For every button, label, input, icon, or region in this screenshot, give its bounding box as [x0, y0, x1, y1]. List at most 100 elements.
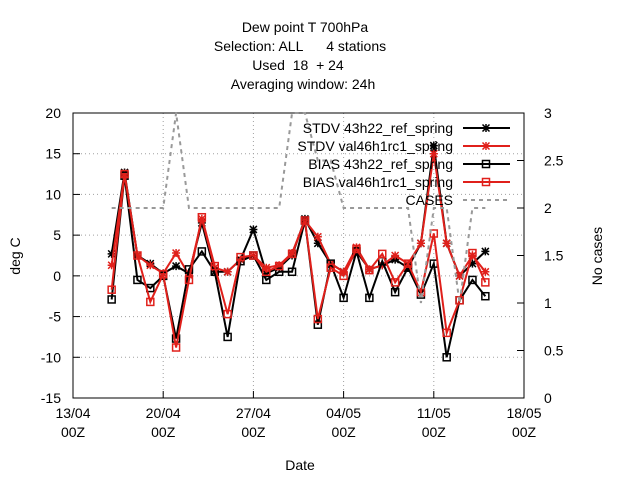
point — [274, 267, 284, 277]
point — [365, 293, 374, 303]
y-tick-label: 5 — [53, 227, 61, 243]
x-tick-label: 13/04 00Z — [55, 405, 90, 440]
point — [326, 263, 335, 272]
point — [378, 249, 387, 259]
point — [158, 269, 168, 279]
point — [481, 291, 490, 301]
legend-label: CASES — [406, 192, 453, 208]
point — [197, 212, 207, 222]
point — [249, 225, 258, 234]
point — [391, 255, 400, 264]
point — [468, 259, 477, 268]
chart-subtitle: Used 18 + 24 — [252, 57, 344, 73]
y2-tick-label: 2.5 — [544, 153, 564, 169]
point — [107, 261, 116, 270]
point — [133, 275, 142, 285]
chart-subtitle: Averaging window: 24h — [231, 76, 376, 92]
series-line — [110, 173, 487, 348]
point — [339, 293, 348, 303]
point — [391, 251, 400, 260]
point — [313, 239, 322, 248]
point — [481, 267, 490, 276]
point — [429, 229, 439, 238]
y2-axis-label: No cases — [589, 227, 605, 285]
point — [442, 353, 451, 362]
y-tick-label: 0 — [53, 268, 61, 284]
point — [429, 149, 438, 158]
legend-label: BIAS 43h22_ref_spring — [308, 156, 453, 172]
legend-marker — [481, 177, 491, 187]
y-tick-label: -15 — [41, 390, 61, 406]
y-tick-label: 15 — [45, 146, 61, 162]
y2-tick-label: 0 — [544, 390, 552, 406]
point — [172, 249, 181, 258]
point — [339, 271, 348, 281]
point — [262, 275, 271, 285]
x-tick-label: 04/05 00Z — [326, 405, 361, 440]
point — [313, 232, 322, 241]
y2-tick-label: 2 — [544, 200, 552, 216]
y2-tick-label: 1.5 — [544, 248, 564, 264]
y-tick-label: 20 — [45, 105, 61, 121]
point — [197, 247, 207, 256]
point — [390, 278, 400, 287]
point — [171, 343, 181, 352]
point — [287, 267, 297, 277]
y-axis-label: deg C — [7, 237, 23, 274]
y-tick-label: 10 — [45, 186, 61, 202]
point — [274, 261, 284, 271]
legend-label: STDV val46h1rc1_spring — [297, 138, 453, 154]
point — [107, 285, 116, 294]
chart-subtitle: Selection: ALL 4 stations — [214, 38, 386, 54]
point — [262, 269, 271, 278]
point — [236, 252, 245, 262]
legend-marker — [481, 159, 491, 169]
y-tick-label: -5 — [49, 309, 62, 325]
point — [403, 259, 413, 268]
point — [249, 251, 258, 260]
point — [468, 275, 477, 285]
series-line — [111, 112, 486, 304]
point — [223, 267, 232, 276]
y2-tick-label: 0.5 — [544, 343, 564, 359]
point — [468, 248, 477, 258]
point — [146, 297, 155, 307]
point — [352, 244, 361, 254]
legend-marker — [481, 123, 491, 133]
y2-tick-label: 3 — [544, 105, 552, 121]
point — [107, 249, 116, 258]
point — [390, 287, 400, 297]
x-axis-label: Date — [285, 457, 315, 473]
point — [184, 265, 194, 274]
chart-title: Dew point T 700hPa — [242, 19, 369, 35]
point — [210, 261, 219, 271]
y-tick-label: -10 — [41, 349, 61, 365]
x-tick-label: 11/05 00Z — [417, 405, 451, 440]
x-tick-label: 27/04 00Z — [236, 405, 271, 440]
point — [172, 262, 181, 271]
point — [262, 267, 271, 277]
point — [313, 320, 323, 329]
point — [133, 251, 142, 260]
point — [442, 328, 451, 338]
point — [146, 261, 155, 270]
x-tick-label: 18/05 00Z — [506, 405, 541, 440]
point — [416, 239, 425, 248]
point — [107, 295, 116, 304]
point — [287, 249, 297, 259]
point — [300, 216, 310, 225]
point — [481, 247, 490, 256]
y2-tick-label: 1 — [544, 295, 552, 311]
legend-label: BIAS val46h1rc1_spring — [303, 174, 453, 190]
series-line — [110, 175, 487, 358]
point — [223, 309, 232, 319]
point — [120, 169, 129, 179]
point — [481, 278, 490, 287]
legend-marker — [481, 141, 491, 151]
point — [313, 314, 323, 324]
point — [365, 265, 374, 275]
legend-label: STDV 43h22_ref_spring — [303, 120, 453, 136]
point — [184, 275, 194, 285]
point — [442, 239, 451, 248]
